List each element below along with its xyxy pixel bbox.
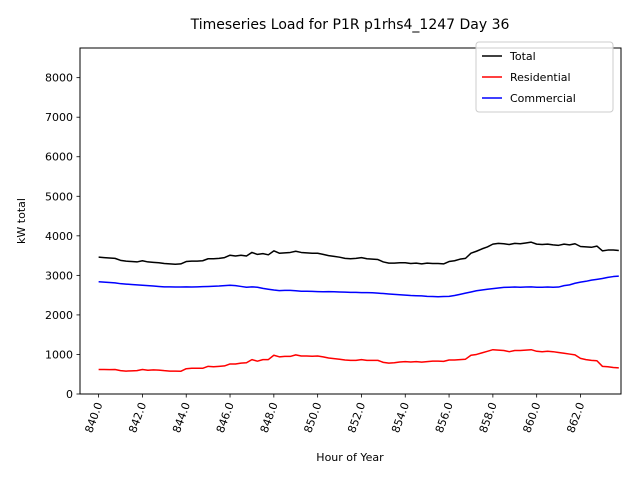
x-tick-label: 846.0: [214, 401, 237, 435]
plot-area-frame: [79, 47, 622, 395]
y-axis-ticks: 0 1000 2000 3000 4000 5000 6000 7000 8000: [45, 72, 80, 401]
legend: Total Residential Commercial: [475, 41, 614, 113]
chart-title: Timeseries Load for P1R p1rhs4_1247 Day …: [190, 17, 510, 33]
x-axis-label: Hour of Year: [316, 451, 384, 464]
x-tick-label: 840.0: [82, 401, 105, 435]
x-axis-ticks: 840.0 842.0 844.0 846.0 848.0 850.0 852.0 854.0…: [82, 394, 587, 435]
y-tick-label: 5000: [45, 190, 73, 203]
legend-box: [475, 41, 614, 113]
x-tick-label: 848.0: [258, 401, 281, 435]
x-tick-label: 858.0: [477, 401, 500, 435]
x-tick-label: 850.0: [301, 401, 324, 435]
series-line-total: [98, 241, 619, 266]
x-tick-label: 856.0: [433, 401, 456, 435]
series-lines: [98, 241, 619, 373]
y-axis-label: kW total: [15, 198, 28, 244]
y-tick-label: 1000: [45, 348, 73, 361]
x-tick-label: 844.0: [170, 401, 193, 435]
x-tick-label: 852.0: [345, 401, 368, 435]
x-tick-label: 862.0: [564, 401, 587, 435]
y-tick-label: 8000: [45, 72, 73, 85]
y-tick-label: 6000: [45, 151, 73, 164]
y-tick-label: 4000: [45, 230, 73, 243]
y-tick-label: 0: [66, 388, 73, 401]
y-tick-label: 3000: [45, 269, 73, 282]
series-line-commercial: [98, 275, 619, 298]
legend-label-total: Total: [509, 50, 536, 63]
x-tick-label: 842.0: [126, 401, 149, 435]
legend-label-commercial: Commercial: [510, 92, 576, 105]
x-tick-label: 854.0: [389, 401, 412, 435]
x-tick-label: 860.0: [521, 401, 544, 435]
legend-label-residential: Residential: [510, 71, 571, 84]
series-line-residential: [98, 348, 619, 373]
y-tick-label: 7000: [45, 111, 73, 124]
y-tick-label: 2000: [45, 309, 73, 322]
